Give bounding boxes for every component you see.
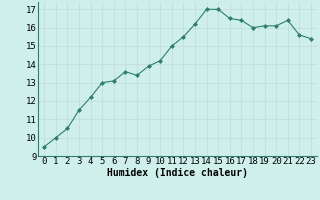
X-axis label: Humidex (Indice chaleur): Humidex (Indice chaleur) xyxy=(107,168,248,178)
